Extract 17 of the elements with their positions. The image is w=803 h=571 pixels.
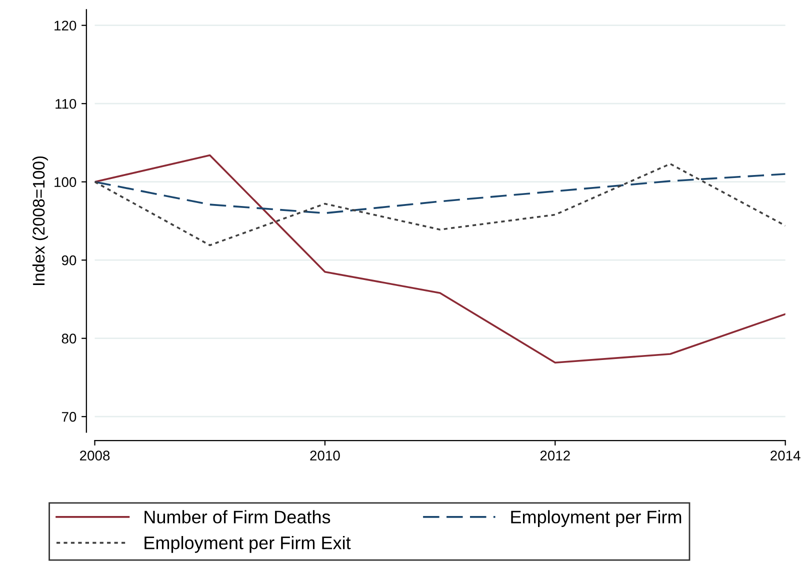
legend-label: Number of Firm Deaths	[144, 510, 330, 524]
line-series	[94, 162, 786, 246]
x-tick-label: 2010	[310, 450, 340, 461]
x-tick-label: 2012	[540, 450, 570, 461]
y-tick-label: 120	[54, 20, 76, 31]
line-series	[94, 173, 786, 214]
y-tick-label: 80	[62, 334, 76, 344]
y-tick-label: 70	[62, 412, 76, 422]
line-series	[94, 154, 786, 364]
x-tick-label: 2008	[80, 450, 110, 461]
legend-label: Employment per Firm Exit	[144, 536, 351, 553]
y-tick-label: 90	[62, 255, 76, 266]
y-axis-title: Index (2008=100)	[32, 156, 48, 285]
legend-label: Employment per Firm	[511, 510, 682, 527]
x-tick-label: 2014	[770, 450, 800, 461]
y-tick-label: 110	[56, 98, 76, 109]
y-tick-label: 100	[54, 177, 76, 188]
